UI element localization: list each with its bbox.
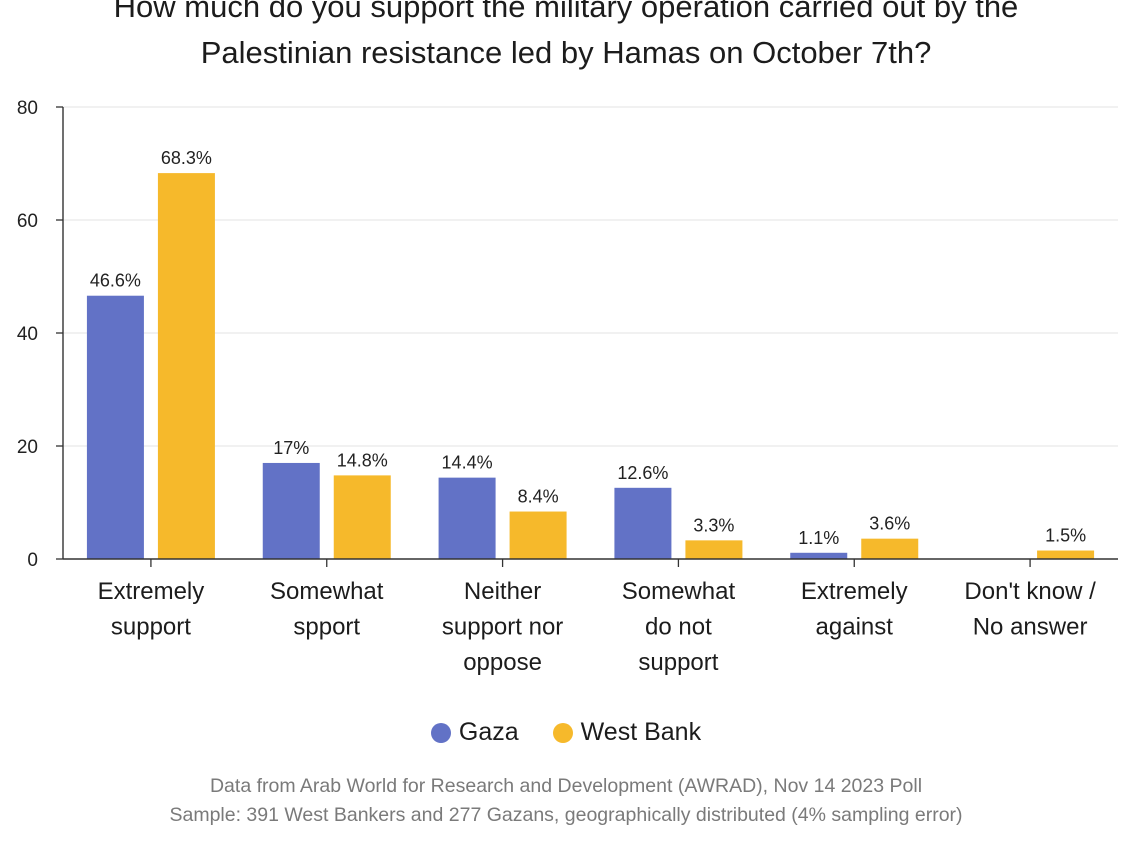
bar <box>614 487 672 559</box>
bar <box>685 540 743 559</box>
x-tick-label: Extremely against <box>801 578 908 641</box>
x-tick-label: Somewhat spport <box>270 578 384 641</box>
x-tick-label-line: spport <box>293 614 360 641</box>
bar <box>333 475 391 559</box>
legend-swatch-gaza <box>430 722 451 743</box>
chart-title: How much do you support the military ope… <box>0 0 1132 76</box>
x-tick-label-line: Neither <box>464 578 541 605</box>
data-label: 3.3% <box>693 515 734 535</box>
bar-chart: 0 20 40 60 80 46.6% 68.3% Extremely support 17% 14… <box>17 98 1118 676</box>
legend-item-gaza: Gaza <box>430 718 519 747</box>
y-tick-label: 40 <box>17 324 38 345</box>
x-tick-label-line: support <box>638 649 718 676</box>
data-label: 3.6% <box>869 514 910 534</box>
bar <box>509 511 567 559</box>
x-tick-label-line: No answer <box>973 614 1088 641</box>
bar <box>790 552 848 559</box>
x-tick-label: Don't know / No answer <box>964 578 1096 641</box>
bar <box>1037 550 1095 559</box>
bar <box>861 538 919 559</box>
legend-label-gaza: Gaza <box>458 718 519 746</box>
x-tick-label-line: do not <box>645 614 712 641</box>
x-tick-label-line: Don't know / <box>964 578 1096 605</box>
x-tick-label: Neither support nor oppose <box>442 578 563 676</box>
data-label: 46.6% <box>90 271 141 291</box>
y-tick-label: 0 <box>27 550 38 571</box>
data-label: 14.8% <box>337 450 388 470</box>
data-label: 1.5% <box>1045 526 1086 546</box>
x-tick-label-line: against <box>816 614 894 641</box>
y-tick-label: 60 <box>17 211 38 232</box>
x-tick-label-line: Extremely <box>801 578 908 605</box>
chart-legend: Gaza West Bank <box>0 718 1132 747</box>
chart-title-line-1: How much do you support the military ope… <box>113 0 1019 24</box>
data-label: 17% <box>273 438 309 458</box>
x-tick-label-line: Somewhat <box>622 578 736 605</box>
chart-title-line-2: Palestinian resistance led by Hamas on O… <box>200 35 932 70</box>
bar <box>262 462 320 559</box>
data-label: 14.4% <box>442 453 493 473</box>
x-tick-label-line: Somewhat <box>270 578 384 605</box>
x-tick-label-line: support <box>111 614 191 641</box>
legend-label-west-bank: West Bank <box>580 718 702 746</box>
x-tick-label-line: support nor <box>442 614 563 641</box>
bar <box>157 173 215 560</box>
bar <box>86 295 144 559</box>
data-label: 8.4% <box>518 487 559 507</box>
data-label: 1.1% <box>798 528 839 548</box>
y-tick-label: 80 <box>17 98 38 119</box>
x-tick-label: Somewhat do not support <box>622 578 736 676</box>
bar <box>438 477 496 559</box>
x-tick-label-line: oppose <box>463 649 542 676</box>
data-label: 68.3% <box>161 148 212 168</box>
y-tick-label: 20 <box>17 437 38 458</box>
data-label: 12.6% <box>617 463 668 483</box>
legend-swatch-west-bank <box>552 722 573 743</box>
x-tick-label-line: Extremely <box>98 578 205 605</box>
source-note-line-2: Sample: 391 West Bankers and 277 Gazans,… <box>169 804 963 826</box>
legend-item-west-bank: West Bank <box>552 718 702 747</box>
source-note-line-1: Data from Arab World for Research and De… <box>209 775 923 797</box>
x-tick-label: Extremely support <box>98 578 205 641</box>
